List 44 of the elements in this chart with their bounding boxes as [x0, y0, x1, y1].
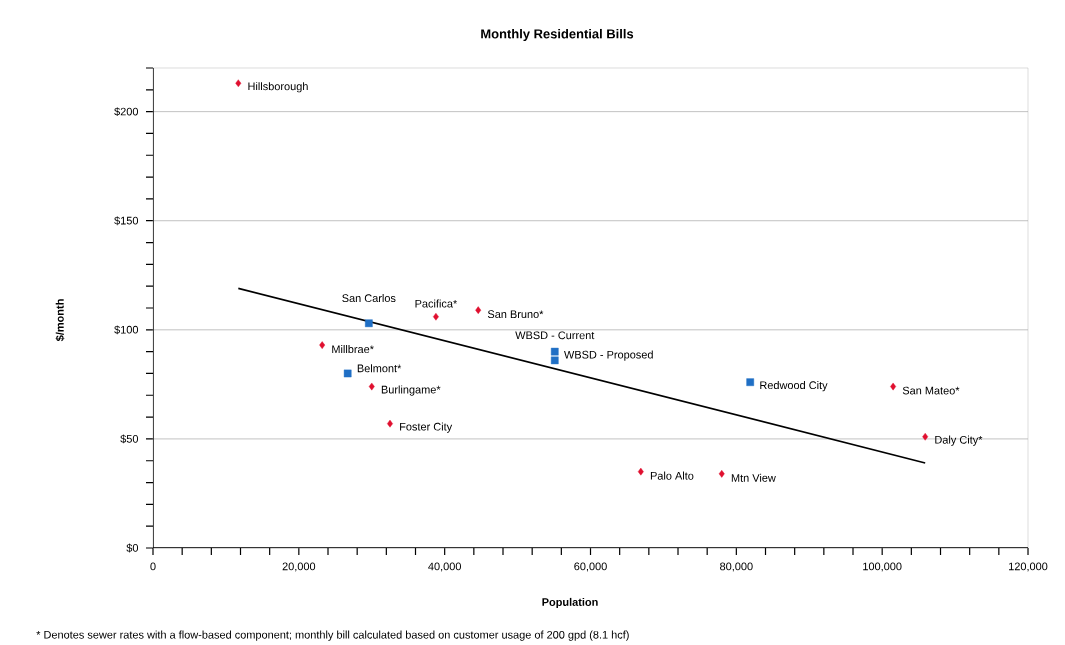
- x-tick-label: 80,000: [720, 562, 753, 572]
- point: [368, 382, 375, 391]
- annotation: Burlingame*: [381, 385, 441, 396]
- point: [718, 470, 725, 478]
- x-tick-label: 20,000: [282, 562, 316, 572]
- point: [343, 369, 352, 378]
- annotation: WBSD - Proposed: [564, 350, 653, 361]
- annotation: San Carlos: [342, 294, 396, 303]
- y-tick-label: $0: [126, 543, 139, 553]
- point: [365, 319, 373, 328]
- x-tick-label: 60,000: [574, 562, 607, 572]
- y-tick-label: $200: [114, 107, 139, 117]
- annotation: Belmont*: [357, 364, 402, 373]
- point: [922, 432, 929, 441]
- x-tick-label: 40,000: [428, 562, 461, 572]
- annotation: Millbrae*: [332, 345, 374, 354]
- y-tick-label: $50: [120, 434, 139, 444]
- x-axis-title: Population: [542, 597, 598, 609]
- point: [319, 341, 326, 349]
- y-axis-title: $/month: [55, 299, 65, 342]
- annotation: Pacifica*: [415, 299, 458, 308]
- y-tick-label: $100: [114, 325, 139, 335]
- annotation: Foster City: [400, 422, 453, 433]
- y-tick-label: $150: [114, 216, 139, 226]
- annotation: Hillsborough: [248, 82, 308, 93]
- x-tick-label: 120,000: [1009, 562, 1048, 572]
- point: [637, 467, 644, 476]
- chart-title: Monthly Residential Bills: [481, 28, 634, 42]
- text: * Denotes sewer rates with a flow-based component; monthly bill calculated based on customer usage of 200 gpd (8.1 hcf): [36, 630, 629, 641]
- point: [235, 79, 242, 88]
- point: [550, 356, 559, 365]
- annotation: Palo Alto: [650, 471, 694, 480]
- point: [746, 378, 754, 386]
- annotation: San Mateo*: [902, 386, 960, 395]
- annotation: Daly City*: [935, 435, 983, 446]
- point: [550, 347, 559, 356]
- annotation: WBSD - Current: [515, 331, 595, 340]
- x-tick-label: 0: [150, 562, 156, 571]
- point: [475, 306, 482, 314]
- annotation: Mtn View: [731, 473, 776, 482]
- x-tick-label: 100,000: [863, 562, 902, 572]
- point: [890, 382, 897, 391]
- annotation: San Bruno*: [487, 310, 544, 319]
- annotation: Redwood City: [760, 381, 828, 392]
